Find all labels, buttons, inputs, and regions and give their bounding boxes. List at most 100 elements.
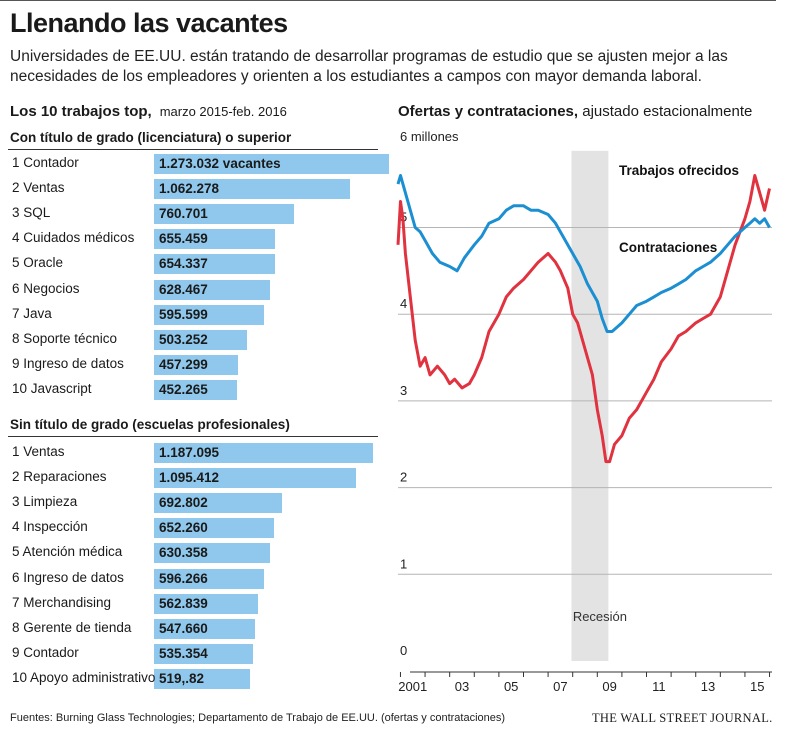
bar-section-period: marzo 2015-feb. 2016 xyxy=(159,104,287,119)
x-tick-label: 03 xyxy=(455,679,469,694)
bar-row: 4 Cuidados médicos 655.459 xyxy=(12,228,382,250)
recession-band xyxy=(571,150,609,662)
bar-value-label: 630.358 xyxy=(159,545,208,561)
x-tick-label: 09 xyxy=(602,679,616,694)
bar-group-title-degree: Con título de grado (licenciatura) o sup… xyxy=(10,130,292,145)
bar-row: 7 Java 595.599 xyxy=(12,304,382,326)
bar xyxy=(154,379,238,400)
bar-category-label: 2 Reparaciones xyxy=(12,469,107,485)
bar xyxy=(154,518,275,539)
bar-row: 4 Inspección 652.260 xyxy=(12,517,382,539)
bar-category-label: 8 Gerente de tienda xyxy=(12,619,132,635)
bar-category-label: 4 Inspección xyxy=(12,519,88,535)
bar-row: 5 Oracle 654.337 xyxy=(12,253,382,275)
bar-category-label: 9 Contador xyxy=(12,644,79,660)
line-chart-title-text: Ofertas y contrataciones, xyxy=(398,103,579,120)
bar-row: 6 Ingreso de datos 596.266 xyxy=(12,568,382,590)
bar-row: 7 Merchandising 562.839 xyxy=(12,593,382,615)
bar-row: 5 Atención médica 630.358 xyxy=(12,542,382,564)
bar-value-label: 1.273.032 vacantes xyxy=(159,156,281,171)
page-subtitle: Universidades de EE.UU. están tratando d… xyxy=(10,48,728,85)
bar-row: 9 Ingreso de datos 457.299 xyxy=(12,354,382,376)
bar-row: 1 Ventas 1.187.095 xyxy=(12,442,382,464)
bar-category-label: 7 Merchandising xyxy=(12,594,112,610)
bar-row: 1 Contador 1.273.032 vacantes xyxy=(12,153,389,175)
bar-group-rule-no-degree xyxy=(8,436,378,437)
bar xyxy=(154,593,258,614)
bar-value-label: 596.266 xyxy=(159,570,208,586)
bar-group-rule-degree xyxy=(8,149,378,150)
bar-category-label: 5 Oracle xyxy=(12,255,64,271)
bar-row: 10 Javascript 452.265 xyxy=(12,379,382,401)
bar-category-label: 3 SQL xyxy=(12,205,51,221)
line-chart-title: Ofertas y contrataciones, ajustado estac… xyxy=(398,103,752,120)
x-tick-label: 07 xyxy=(553,679,567,694)
bar-category-label: 9 Ingreso de datos xyxy=(12,355,124,371)
bar-value-label: 1.095.412 xyxy=(159,470,220,486)
bar xyxy=(154,154,389,174)
recession-label: Recesión xyxy=(573,609,627,624)
bar-category-label: 7 Java xyxy=(12,305,52,321)
y-tick-label: 1 xyxy=(400,556,407,571)
bar-value-label: 452.265 xyxy=(159,381,208,397)
series-line-offers xyxy=(396,174,771,464)
bar-category-label: 3 Limpieza xyxy=(12,494,78,510)
bar xyxy=(154,254,275,275)
x-tick-label: 15 xyxy=(750,679,764,694)
bar-value-label: 654.337 xyxy=(159,256,208,272)
x-tick-label: 05 xyxy=(504,679,518,694)
bar-row: 8 Gerente de tienda 547.660 xyxy=(12,618,382,640)
series-line-hires xyxy=(396,174,771,333)
bar-category-label: 6 Negocios xyxy=(12,280,80,296)
bar-value-label: 503.252 xyxy=(159,331,208,347)
bar-value-label: 535.354 xyxy=(159,645,208,661)
bar-row: 9 Contador 535.354 xyxy=(12,643,382,665)
bar-value-label: 692.802 xyxy=(159,495,208,511)
bar xyxy=(154,279,270,300)
line-chart-subtitle: ajustado estacionalmente xyxy=(582,103,753,120)
bar-row: 6 Negocios 628.467 xyxy=(12,279,382,301)
bar-category-label: 8 Soporte técnico xyxy=(12,330,118,346)
bar xyxy=(154,304,264,325)
page-title: Llenando las vacantes xyxy=(10,8,288,38)
bar-value-label: 1.062.278 xyxy=(159,181,220,197)
y-unit-label: 6 millones xyxy=(400,129,459,144)
x-tick-label: 2001 xyxy=(398,679,427,694)
bar-value-label: 562.839 xyxy=(159,595,208,611)
footer-brand: THE WALL STREET JOURNAL. xyxy=(592,711,773,725)
bar xyxy=(154,493,282,514)
bar-category-label: 1 Contador xyxy=(12,155,79,170)
bar-row: 2 Reparaciones 1.095.412 xyxy=(12,467,382,489)
bar xyxy=(154,543,271,564)
y-tick-label: 2 xyxy=(400,470,407,485)
x-tick-label: 11 xyxy=(652,679,666,694)
y-tick-label: 0 xyxy=(400,643,407,658)
bar-row: 3 SQL 760.701 xyxy=(12,203,382,225)
bar-group-title-no-degree: Sin título de grado (escuelas profesiona… xyxy=(10,417,290,432)
bar xyxy=(154,354,239,375)
footer-source: Fuentes: Burning Glass Technologies; Dep… xyxy=(10,712,506,724)
bar xyxy=(154,568,265,589)
bar-value-label: 628.467 xyxy=(159,281,208,297)
bar xyxy=(154,443,374,463)
bar xyxy=(154,229,275,250)
series-label-offers: Trabajos ofrecidos xyxy=(619,163,739,178)
bar-row: 2 Ventas 1.062.278 xyxy=(12,178,382,200)
bar-value-label: 547.660 xyxy=(159,620,208,636)
bar-value-label: 652.260 xyxy=(159,520,208,536)
bar-category-label: 2 Ventas xyxy=(12,180,65,196)
bar xyxy=(154,643,253,664)
bar-category-label: 6 Ingreso de datos xyxy=(12,569,124,585)
y-tick-label: 4 xyxy=(400,296,407,311)
bar-category-label: 1 Ventas xyxy=(12,444,65,459)
y-tick-label: 3 xyxy=(400,383,407,398)
bar-value-label: 457.299 xyxy=(159,356,208,372)
bar-category-label: 10 Apoyo administrativo xyxy=(12,669,156,685)
bar xyxy=(154,179,351,200)
top-rule xyxy=(0,0,776,1)
bar-category-label: 5 Atención médica xyxy=(12,544,123,560)
bar-value-label: 595.599 xyxy=(159,306,208,322)
bar-category-label: 10 Javascript xyxy=(12,380,92,396)
bar-row: 8 Soporte técnico 503.252 xyxy=(12,329,382,351)
